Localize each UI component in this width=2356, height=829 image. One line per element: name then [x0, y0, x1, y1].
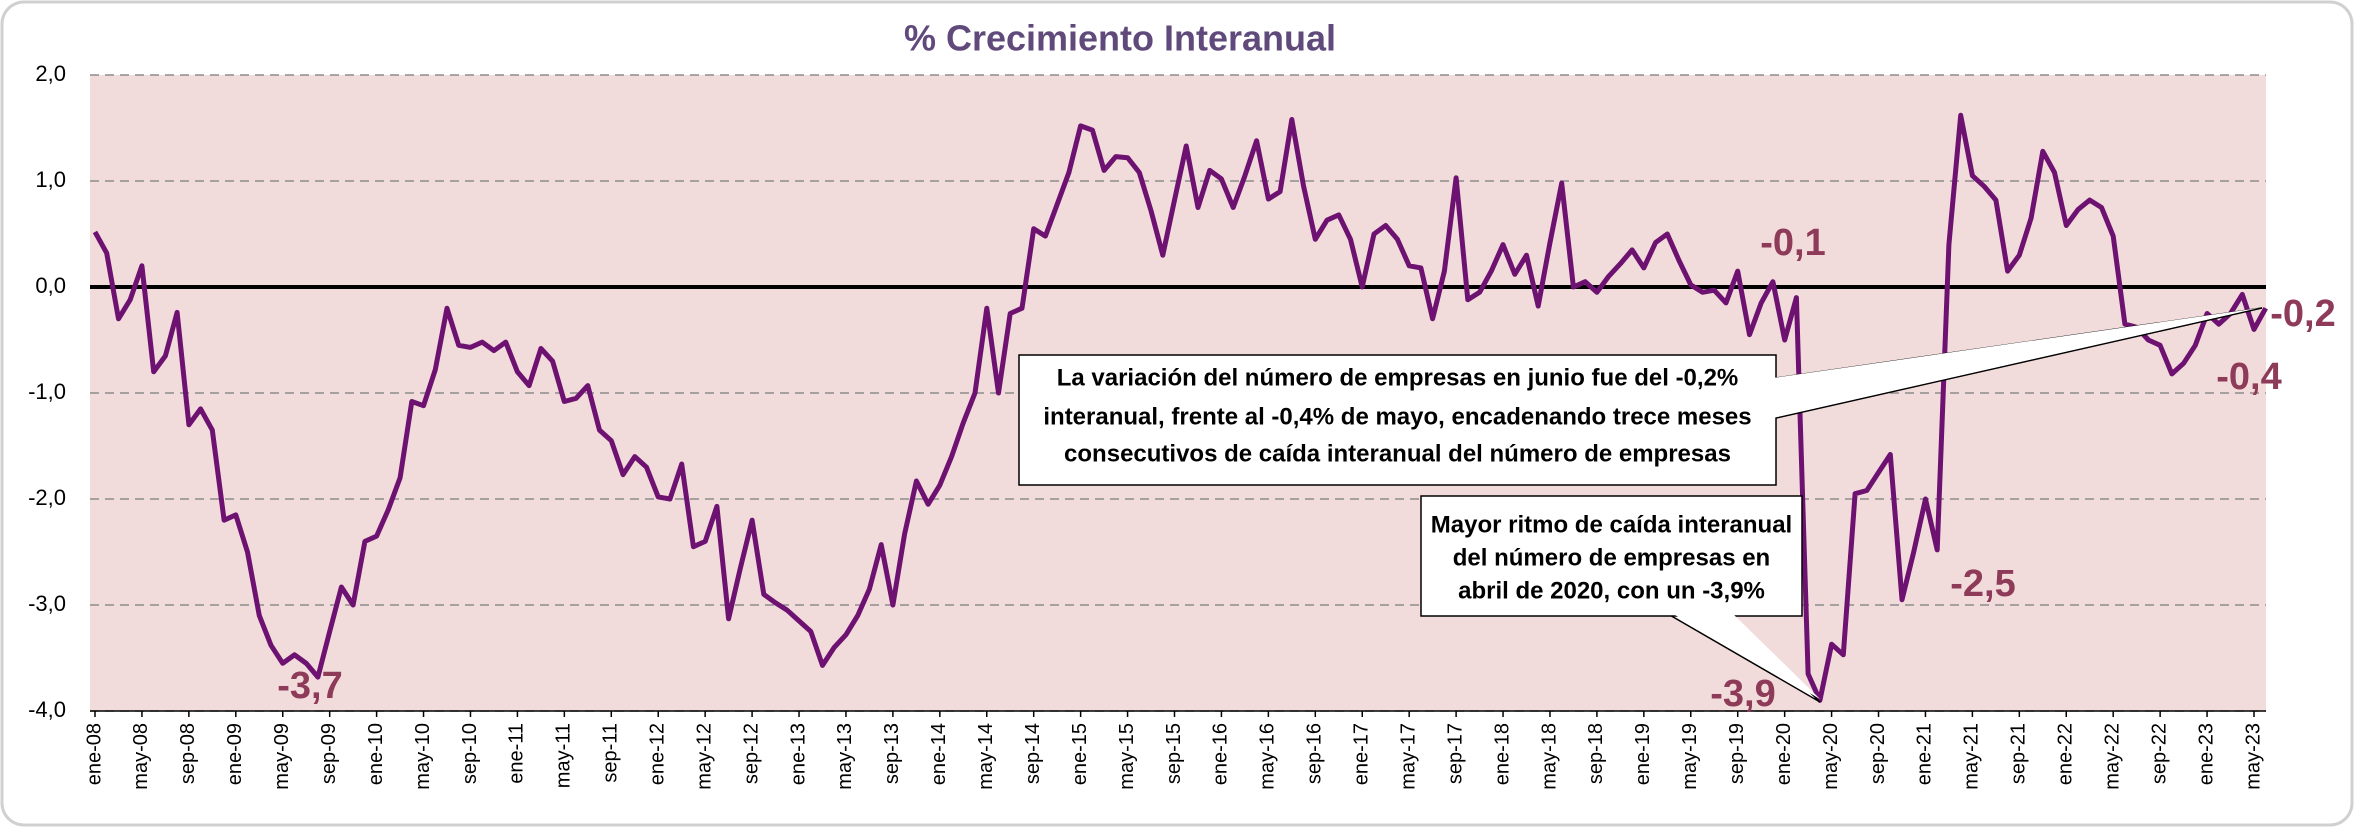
callout-text: del número de empresas en	[1453, 544, 1770, 571]
y-tick-label: -2,0	[28, 485, 66, 510]
x-tick-label: sep-11	[600, 723, 622, 783]
x-tick-label: may-08	[130, 723, 152, 790]
x-tick-label: sep-19	[1726, 723, 1748, 784]
x-tick-label: may-21	[1961, 723, 1983, 790]
x-tick-label: ene-23	[2195, 723, 2217, 785]
x-tick-label: ene-17	[1351, 723, 1373, 785]
x-tick-label: ene-13	[787, 723, 809, 785]
x-tick-label: may-20	[1820, 723, 1842, 790]
callout-text: abril de 2020, con un -3,9%	[1458, 577, 1765, 604]
callout-text: Mayor ritmo de caída interanual	[1431, 511, 1792, 538]
callout-join	[1773, 308, 2259, 418]
x-tick-label: sep-13	[881, 723, 903, 784]
x-tick-label: sep-15	[1163, 723, 1185, 784]
x-tick-label: ene-18	[1491, 723, 1513, 785]
y-tick-label: -4,0	[28, 697, 66, 722]
x-tick-label: may-16	[1257, 723, 1279, 790]
x-tick-label: may-12	[693, 723, 715, 790]
x-tick-label: may-22	[2101, 723, 2123, 790]
x-tick-label: sep-16	[1304, 723, 1326, 784]
x-tick-label: sep-12	[740, 723, 762, 784]
x-tick-label: sep-14	[1022, 723, 1044, 784]
x-tick-label: ene-12	[646, 723, 668, 785]
x-tick-label: sep-18	[1585, 723, 1607, 784]
x-tick-label: ene-20	[1773, 723, 1795, 785]
annotation: -0,2	[2270, 293, 2335, 335]
x-tick-label: may-09	[271, 723, 293, 790]
annotation: -2,5	[1950, 563, 2015, 605]
callout-box	[1420, 495, 1803, 617]
y-tick-label: -1,0	[28, 379, 66, 404]
x-tick-label: may-19	[1679, 723, 1701, 790]
y-tick-label: -3,0	[28, 591, 66, 616]
annotation: -3,9	[1710, 673, 1775, 715]
x-tick-label: may-10	[412, 723, 434, 790]
y-tick-label: 2,0	[35, 61, 66, 86]
x-tick-label: ene-09	[224, 723, 246, 785]
x-tick-label: sep-08	[177, 723, 199, 784]
x-tick-label: sep-22	[2148, 723, 2170, 784]
callout-text: interanual, frente al -0,4% de mayo, enc…	[1043, 403, 1751, 430]
x-tick-label: ene-14	[928, 723, 950, 785]
annotation: -3,7	[277, 665, 342, 707]
x-tick-label: may-11	[553, 723, 575, 788]
series-line	[92, 112, 2268, 703]
x-tick-label: may-23	[2242, 723, 2264, 790]
x-tick-label: may-17	[1397, 723, 1419, 790]
x-tick-label: ene-08	[83, 723, 105, 785]
x-tick-label: ene-22	[2055, 723, 2077, 785]
annotation: -0,4	[2216, 356, 2281, 398]
x-tick-label: may-18	[1538, 723, 1560, 790]
callout-text: La variación del número de empresas en j…	[1057, 364, 1739, 391]
y-tick-label: 0,0	[35, 273, 66, 298]
x-tick-label: sep-10	[459, 723, 481, 784]
chart-title: % Crecimiento Interanual	[904, 18, 1336, 59]
x-tick-label: sep-21	[2008, 723, 2030, 784]
x-tick-label: may-15	[1116, 723, 1138, 790]
x-tick-label: ene-15	[1069, 723, 1091, 785]
x-tick-label: may-13	[834, 723, 856, 790]
x-tick-label: sep-09	[318, 723, 340, 784]
x-tick-label: sep-17	[1444, 723, 1466, 784]
x-tick-label: ene-21	[1914, 723, 1936, 785]
x-tick-label: ene-11	[506, 723, 528, 784]
x-tick-label: ene-10	[365, 723, 387, 785]
x-tick-label: ene-19	[1632, 723, 1654, 785]
x-tick-label: ene-16	[1210, 723, 1232, 785]
callout-join	[1668, 611, 1820, 699]
annotation: -0,1	[1760, 222, 1825, 264]
y-tick-label: 1,0	[35, 167, 66, 192]
x-tick-label: may-14	[975, 723, 997, 790]
callout-text: consecutivos de caída interanual del núm…	[1064, 440, 1731, 467]
x-tick-label: sep-20	[1867, 723, 1889, 784]
callout-box	[1018, 354, 1777, 486]
